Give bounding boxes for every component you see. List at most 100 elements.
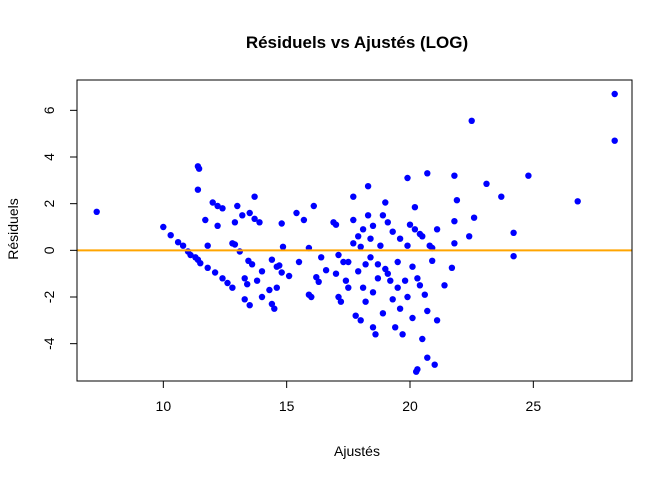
data-point (268, 300, 276, 308)
data-point (194, 186, 202, 193)
y-tick-label: 6 (41, 106, 57, 114)
data-point (357, 243, 364, 250)
data-point (332, 270, 340, 277)
data-point (611, 137, 618, 144)
data-point (394, 258, 401, 266)
data-point (279, 243, 287, 250)
data-point (204, 264, 211, 271)
data-point (268, 256, 276, 263)
data-point (357, 317, 364, 324)
data-point (364, 183, 372, 190)
data-point (525, 172, 532, 179)
data-point (195, 165, 203, 172)
data-point (362, 298, 369, 305)
data-point (483, 180, 490, 187)
data-point (310, 202, 317, 210)
data-point (231, 241, 239, 248)
data-point (377, 242, 384, 249)
data-point (387, 277, 394, 284)
data-point (345, 284, 352, 291)
data-point (251, 215, 258, 222)
data-point (332, 221, 340, 228)
data-point (335, 293, 342, 301)
data-point (204, 242, 211, 249)
data-point (258, 268, 266, 275)
data-point (424, 354, 431, 361)
data-point (498, 193, 505, 200)
data-point (396, 235, 404, 242)
data-point (214, 222, 221, 229)
data-point (244, 281, 251, 288)
data-point (202, 216, 209, 224)
data-point (209, 199, 216, 206)
data-point (359, 226, 367, 233)
data-point (374, 275, 382, 282)
data-point (337, 298, 345, 305)
data-point (219, 275, 226, 282)
data-point (424, 307, 431, 315)
data-point (241, 275, 248, 282)
data-point (253, 277, 261, 284)
y-axis-label: Résiduels (5, 198, 21, 259)
data-point (379, 212, 387, 219)
data-point (278, 269, 285, 276)
data-point (219, 205, 226, 212)
data-point (382, 265, 389, 273)
data-point (355, 233, 362, 240)
data-point (273, 284, 280, 291)
data-point (350, 240, 357, 247)
data-point (342, 277, 350, 284)
plot-frame (76, 79, 633, 382)
data-point (510, 253, 517, 260)
data-point (419, 233, 426, 240)
data-point (404, 293, 411, 301)
data-point (384, 219, 391, 226)
data-point (359, 284, 367, 291)
data-point (276, 262, 283, 269)
data-point (197, 260, 204, 267)
data-point (300, 216, 308, 224)
data-point (384, 270, 391, 277)
data-point (409, 263, 416, 270)
data-point (574, 198, 581, 205)
data-point (367, 254, 374, 261)
data-point (93, 208, 100, 215)
data-point (389, 296, 396, 303)
data-point (470, 214, 478, 221)
x-tick-label: 20 (402, 398, 418, 414)
data-point (404, 174, 411, 182)
data-point (369, 289, 377, 296)
data-point (411, 226, 419, 233)
data-point (362, 261, 369, 268)
data-point (433, 317, 441, 324)
x-tick-label: 15 (279, 398, 295, 414)
data-point (364, 212, 372, 219)
y-axis: -4 -2 0 2 4 6 (41, 106, 78, 350)
data-point (419, 335, 426, 343)
data-point (451, 172, 458, 179)
data-point (413, 368, 420, 375)
data-point (256, 219, 263, 226)
data-point (468, 117, 475, 125)
data-point (179, 242, 187, 249)
data-point (510, 229, 517, 236)
data-point (187, 251, 194, 259)
data-point (466, 233, 473, 240)
data-point (315, 278, 322, 285)
data-point (453, 197, 461, 204)
data-point (416, 282, 424, 289)
x-axis: 10 15 20 25 (156, 380, 541, 414)
data-point (345, 258, 352, 266)
data-point (350, 216, 357, 224)
data-point (411, 204, 419, 211)
data-point (355, 268, 362, 275)
data-point (451, 240, 458, 247)
data-point (424, 170, 431, 177)
y-tick-label: 2 (41, 200, 57, 208)
data-point (379, 310, 387, 317)
data-point (421, 291, 428, 298)
data-point (448, 264, 456, 271)
data-point (236, 248, 243, 255)
data-point (441, 282, 448, 289)
